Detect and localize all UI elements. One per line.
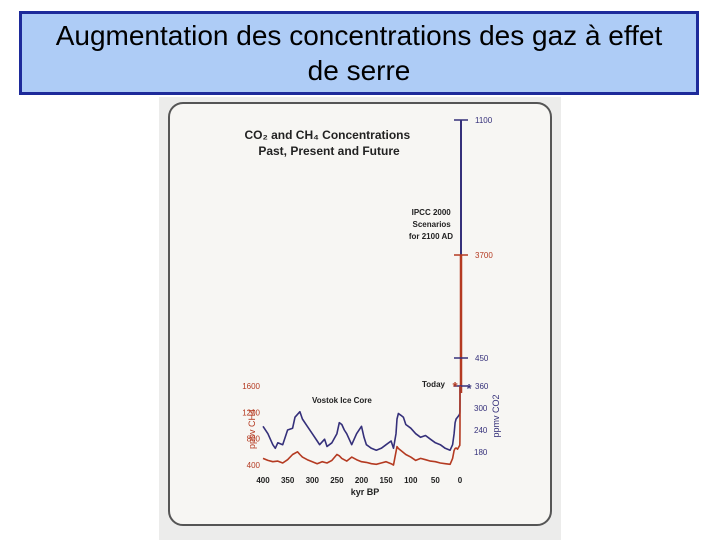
x-axis-label: kyr BP xyxy=(351,487,380,497)
co2-tick-label: 300 xyxy=(474,404,488,413)
slide-title-box: Augmentation des concentrations des gaz … xyxy=(19,11,699,95)
vostok-label: Vostok Ice Core xyxy=(312,396,372,405)
ch4-tick-label: 400 xyxy=(247,461,261,470)
chart-svg: CO₂ and CH₄ Concentrations Past, Present… xyxy=(168,102,552,526)
ch4-tick-label: 1200 xyxy=(242,408,260,417)
x-tick-label: 200 xyxy=(355,476,369,485)
ch4-tick-label: 1600 xyxy=(242,382,260,391)
scenario-line-3: for 2100 AD xyxy=(409,232,453,241)
ch4-tick-label: 800 xyxy=(247,435,261,444)
co2-tick-label: 240 xyxy=(474,426,488,435)
scenario-annotation: IPCC 2000 Scenarios for 2100 AD xyxy=(409,208,453,241)
ch4-axis-label: ppbv CH4 xyxy=(247,409,257,449)
x-tick-label: 150 xyxy=(379,476,393,485)
x-tick-label: 0 xyxy=(458,476,463,485)
chart-title-line: CO₂ and CH₄ Concentrations xyxy=(244,128,410,142)
scenario-line-2: Scenarios xyxy=(413,220,452,229)
x-tick-label: 300 xyxy=(306,476,320,485)
x-tick-label: 50 xyxy=(431,476,440,485)
today-star-co2: * xyxy=(466,381,472,396)
chart-title-line: Past, Present and Future xyxy=(258,144,400,158)
projection-tick-label: 360 xyxy=(475,382,489,391)
chart-marks: 400 350 300 250 200 150 100 50 0 400 800 1200 1600 18… xyxy=(242,116,493,485)
projection-tick-label: 1100 xyxy=(475,116,493,125)
co2-tick-label: 180 xyxy=(474,448,488,457)
series-line-co2 xyxy=(262,386,461,452)
series-line-ch4 xyxy=(262,386,461,466)
projection-tick-label: 3700 xyxy=(475,251,493,260)
x-tick-label: 100 xyxy=(404,476,418,485)
co2-axis-label: ppmv CO2 xyxy=(491,394,501,437)
today-label: Today xyxy=(422,380,446,389)
today-star-ch4: * xyxy=(452,379,458,394)
scenario-line-1: IPCC 2000 xyxy=(412,208,452,217)
x-tick-label: 350 xyxy=(281,476,295,485)
chart-scan-background: CO₂ and CH₄ Concentrations Past, Present… xyxy=(159,97,561,540)
x-tick-label: 250 xyxy=(330,476,344,485)
chart-title: CO₂ and CH₄ Concentrations Past, Present… xyxy=(244,128,413,158)
x-tick-label: 400 xyxy=(256,476,270,485)
projection-tick-label: 450 xyxy=(475,354,489,363)
slide-title: Augmentation des concentrations des gaz … xyxy=(55,20,663,86)
